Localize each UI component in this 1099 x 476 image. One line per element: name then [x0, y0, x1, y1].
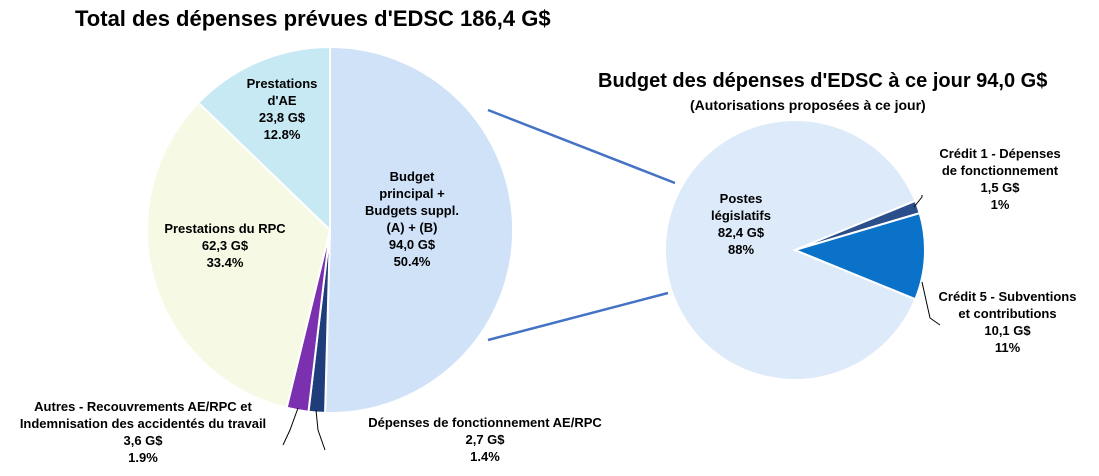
label-op-expenses: Dépenses de fonctionnement AE/RPC 2,7 G$… [368, 415, 602, 464]
label-vote1: Crédit 1 - Dépenses de fonctionnement 1,… [939, 146, 1061, 212]
right-chart-title: Budget des dépenses d'EDSC à ce jour 94,… [598, 70, 1048, 92]
connector-lines [487, 108, 676, 342]
leader-others [282, 407, 299, 446]
connector-line-1 [487, 108, 676, 185]
label-main-budget: Budget principal + Budgets suppl. (A) + … [365, 169, 459, 269]
pie-slice-cr-dit-5-subventions-et-contributions [791, 211, 926, 301]
pie-slice-prestations-du-rpc [146, 101, 332, 409]
pie-slice-budget-principal-budgets-suppl-a-b [324, 45, 515, 414]
leader-vote1 [913, 195, 923, 208]
label-others: Autres - Recouvrements AE/RPC et Indemni… [19, 399, 267, 465]
total-spending-pie [146, 45, 515, 414]
estimates-pie [664, 119, 926, 381]
connector-line-2 [487, 291, 669, 342]
leader-op-expenses [315, 409, 326, 451]
left-chart-title: Total des dépenses prévues d'EDSC 186,4 … [75, 6, 551, 31]
right-chart-subtitle: (Autorisations proposées à ce jour) [690, 97, 926, 113]
label-ei-benefits: Prestations d'AE 23,8 G$ 12.8% [246, 76, 318, 142]
label-vote5: Crédit 5 - Subventions et contributions … [938, 289, 1077, 355]
pie-slice-postes-l-gislatifs [664, 119, 917, 381]
leader-lines [282, 195, 941, 451]
leader-vote5 [921, 281, 941, 326]
label-cpp-benefits: Prestations du RPC 62,3 G$ 33.4% [164, 221, 286, 270]
pie-slice-prestations-d-ae [197, 45, 331, 233]
label-statutory: Postes législatifs 82,4 G$ 88% [711, 191, 771, 257]
